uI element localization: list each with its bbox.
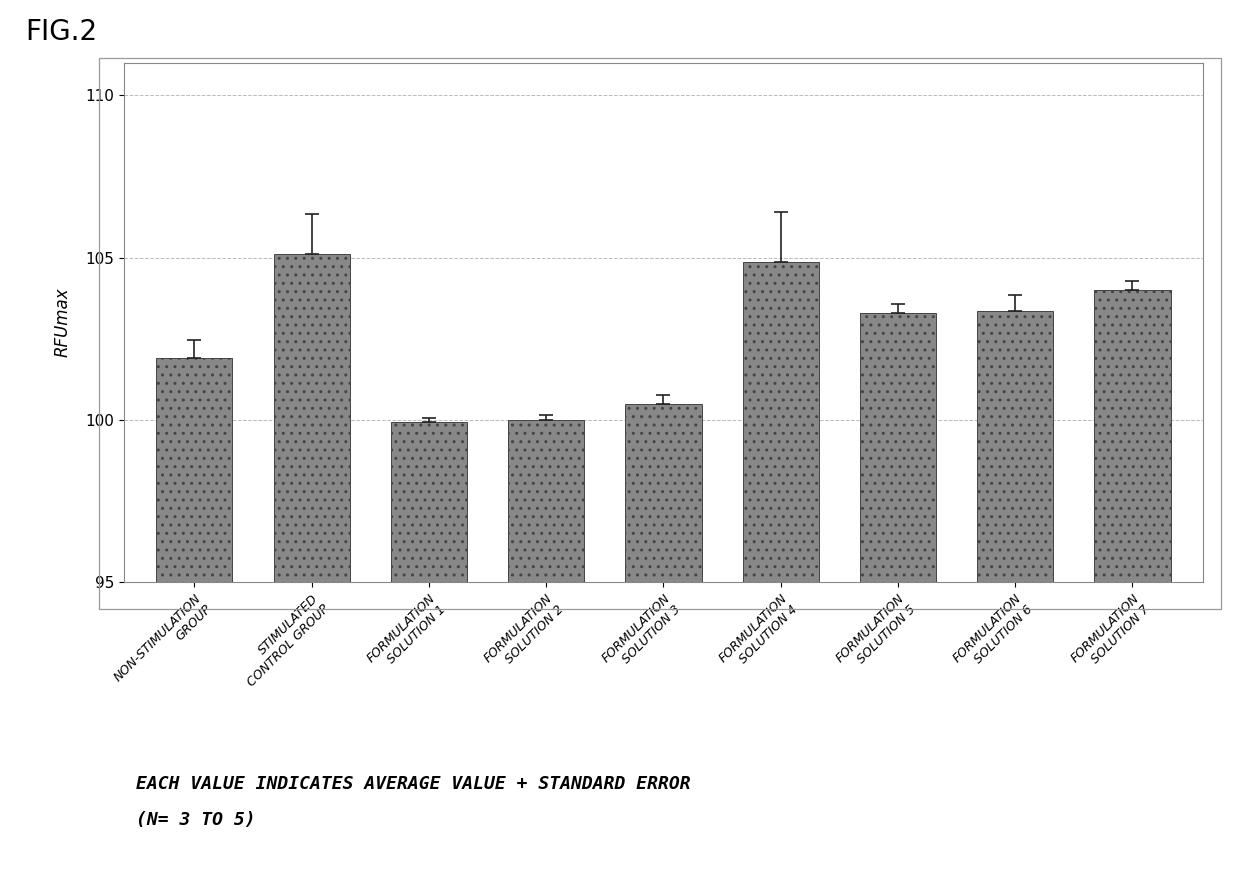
Bar [274,254,350,582]
Bar [1095,290,1171,582]
Text: (N= 3 TO 5): (N= 3 TO 5) [136,811,255,829]
Text: EACH VALUE INDICATES AVERAGE VALUE + STANDARD ERROR: EACH VALUE INDICATES AVERAGE VALUE + STA… [136,775,691,793]
Text: FIG.2: FIG.2 [25,18,97,46]
Bar [156,358,232,582]
Bar [743,263,818,582]
Y-axis label: RFUmax: RFUmax [53,288,72,358]
Bar [391,422,467,582]
Bar [977,311,1053,582]
Bar [508,420,584,582]
Bar [859,313,936,582]
Bar [625,404,702,582]
